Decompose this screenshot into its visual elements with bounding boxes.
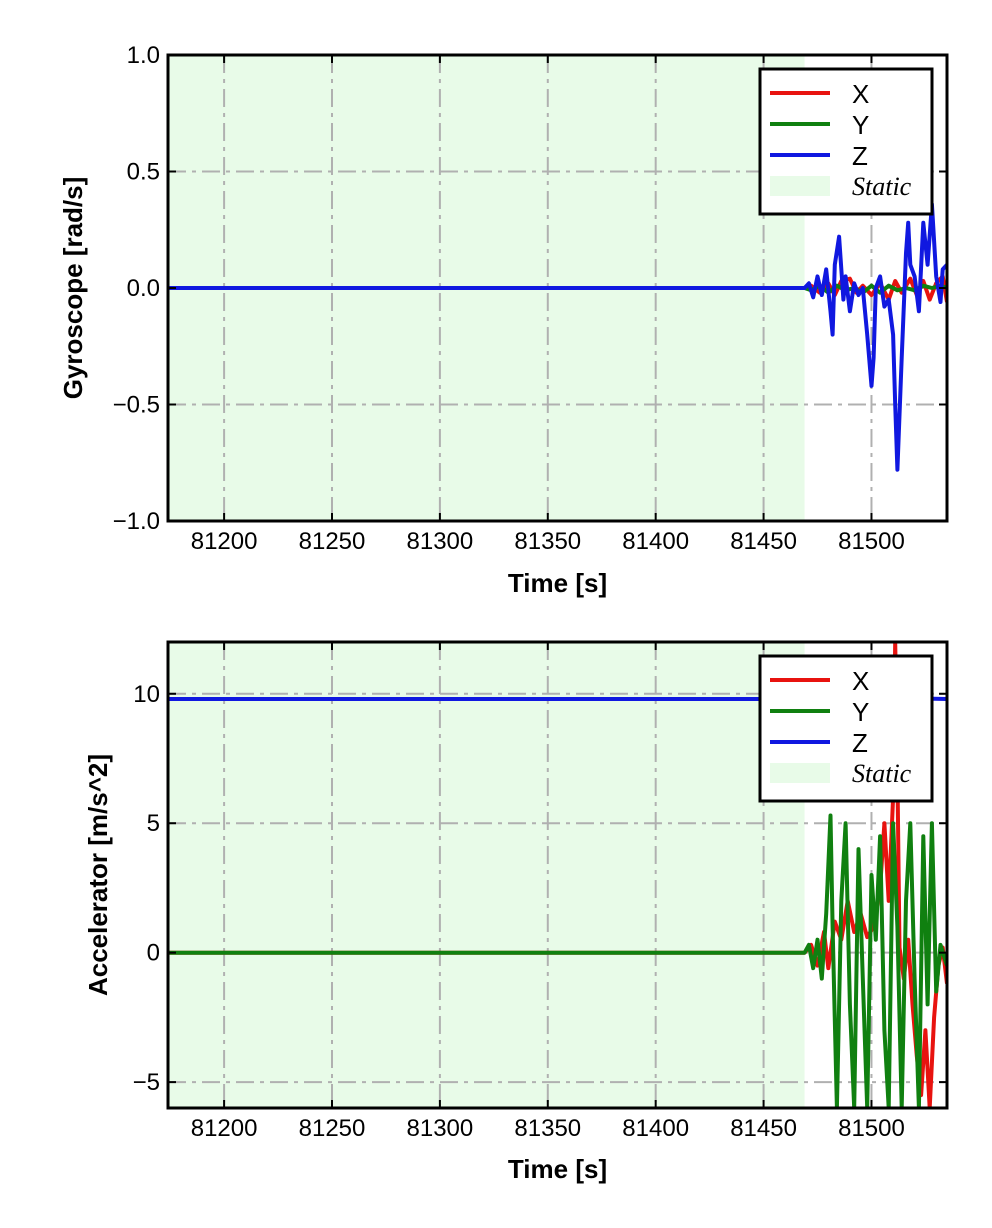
x-tick-label: 81400 <box>622 528 689 555</box>
legend-label-static: Static <box>852 759 912 788</box>
series-line-y <box>168 813 947 1108</box>
legend-swatch-static <box>770 763 830 783</box>
gyroscope-panel: 81200 81250 81300 81350 81400 81450 81500 −1.0 −… <box>58 42 949 598</box>
legend-label-static: Static <box>852 172 912 201</box>
y-tick-label: 1.0 <box>127 42 160 69</box>
x-tick-label: 81500 <box>838 528 905 555</box>
y-tick-label: 0.5 <box>127 159 160 186</box>
y-tick-label: −1.0 <box>113 508 160 535</box>
y-tick-label: 10 <box>133 681 160 708</box>
legend-swatch-static <box>770 176 830 196</box>
y-tick-label: 0.0 <box>127 275 160 302</box>
legend-label-z: Z <box>852 141 868 171</box>
series-line-z <box>168 202 947 472</box>
x-tick-label: 81200 <box>191 1115 258 1142</box>
x-tick-label: 81450 <box>730 528 797 555</box>
series-line-x <box>168 642 947 1108</box>
x-tick-label: 81200 <box>191 528 258 555</box>
x-tick-label: 81350 <box>514 1115 581 1142</box>
legend-label-x: X <box>852 666 869 696</box>
static-region <box>168 642 805 1108</box>
x-tick-label: 81350 <box>514 528 581 555</box>
x-tick-label: 81450 <box>730 1115 797 1142</box>
x-tick-label: 81300 <box>407 528 474 555</box>
x-tick-label: 81250 <box>299 1115 366 1142</box>
y-axis-label: Accelerator [m/s^2] <box>83 754 113 996</box>
series-lines <box>168 202 947 472</box>
x-axis-label: Time [s] <box>508 568 607 598</box>
x-tick-label: 81500 <box>838 1115 905 1142</box>
y-tick-label: 0 <box>147 940 160 967</box>
legend-label-z: Z <box>852 728 868 758</box>
x-tick-label: 81300 <box>407 1115 474 1142</box>
y-tick-label: 5 <box>147 810 160 837</box>
y-tick-label: −5 <box>133 1069 160 1096</box>
x-tick-label: 81400 <box>622 1115 689 1142</box>
x-axis-label: Time [s] <box>508 1154 607 1184</box>
accelerometer-panel: 81200 81250 81300 81350 81400 81450 81500 −5 0 5 1… <box>83 640 949 1184</box>
legend-label-y: Y <box>852 110 869 140</box>
legend-label-x: X <box>852 79 869 109</box>
y-tick-label: −0.5 <box>113 392 160 419</box>
plot-frame <box>166 640 949 1110</box>
legend-label-y: Y <box>852 697 869 727</box>
y-axis-label: Gyroscope [rad/s] <box>58 177 88 400</box>
x-tick-label: 81250 <box>299 528 366 555</box>
